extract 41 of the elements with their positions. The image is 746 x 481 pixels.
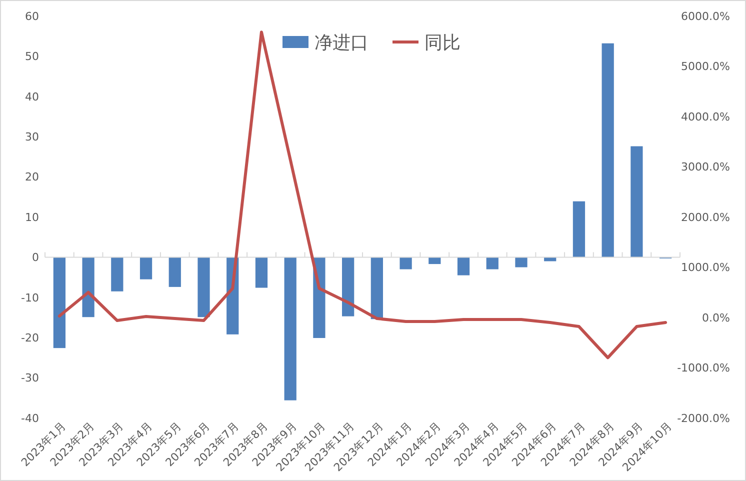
bar xyxy=(428,257,441,264)
legend-label: 净进口 xyxy=(314,32,368,54)
bar xyxy=(82,257,94,318)
y-tick-label: 20 xyxy=(25,170,39,184)
y2-tick-label: -2000.0% xyxy=(677,412,730,425)
bar xyxy=(457,257,470,276)
y-tick-label: 0 xyxy=(32,251,39,264)
bar xyxy=(111,257,124,292)
bar xyxy=(572,201,586,258)
y-tick-label: -30 xyxy=(21,372,39,385)
y2-tick-label: 6000.0% xyxy=(681,10,730,23)
bar xyxy=(515,257,528,268)
y2-tick-label: -1000.0% xyxy=(677,362,730,375)
bar xyxy=(370,257,383,320)
y2-tick-label: 5000.0% xyxy=(681,60,730,74)
y-tick-label: 50 xyxy=(25,50,39,64)
bar xyxy=(486,257,498,270)
y2-tick-label: 2000.0% xyxy=(681,210,730,224)
bar xyxy=(602,43,614,258)
bar xyxy=(630,146,643,258)
y-tick-label: -20 xyxy=(21,331,39,344)
legend-label: 同比 xyxy=(424,32,460,54)
bar xyxy=(53,257,66,348)
y2-tick-label: 4000.0% xyxy=(681,110,730,124)
bar xyxy=(255,257,268,288)
bar xyxy=(140,257,152,280)
bar xyxy=(342,257,354,316)
y2-tick-label: 0.0% xyxy=(702,311,730,324)
y2-tick-label: 1000.0% xyxy=(681,261,730,274)
y-tick-label: -40 xyxy=(21,412,39,425)
y-tick-label: 30 xyxy=(25,130,39,144)
y-tick-label: 40 xyxy=(25,90,39,104)
y-tick-label: 10 xyxy=(25,210,39,224)
y2-tick-label: 3000.0% xyxy=(681,160,730,174)
bar xyxy=(400,257,412,270)
bar xyxy=(168,257,181,287)
bar xyxy=(284,257,296,400)
y-tick-label: 60 xyxy=(25,10,39,23)
y-tick-label: -10 xyxy=(21,291,39,304)
line-series xyxy=(58,30,668,360)
bar xyxy=(198,257,210,318)
